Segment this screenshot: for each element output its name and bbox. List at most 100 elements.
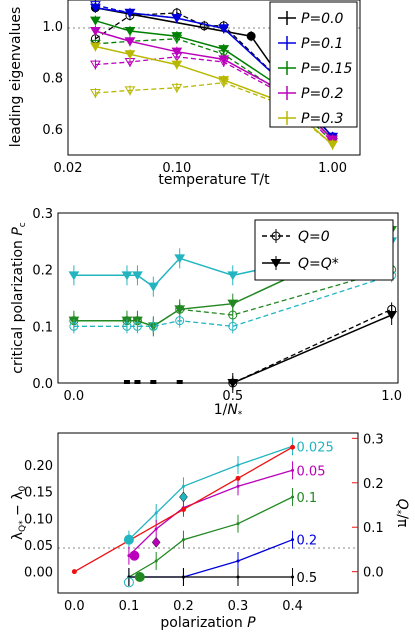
data-point [90,42,101,52]
data-point-open [171,83,183,93]
data-point [236,575,240,579]
data-point [180,506,186,512]
x-tick-label: 0.2 [173,599,194,614]
data-point [236,484,240,488]
data-point [181,538,185,542]
y-axis-label: critical polarization Pc [10,222,28,374]
data-point [236,559,240,563]
x-axis-label: 1/N* [214,402,243,420]
series-label: 0.05 [297,464,326,479]
data-point [171,47,183,57]
data-point [171,60,183,70]
data-point-open [90,60,101,70]
legend-label: P=0.1 [301,36,343,52]
highlight-point [134,572,145,582]
data-point [291,468,295,472]
legend-marker [271,231,281,241]
data-point-open [122,321,132,331]
y-tick-label: 0.05 [24,539,53,554]
y-tick-label: 0.20 [24,459,53,474]
axes-frame [67,0,361,156]
y-tick-label: 0.8 [42,72,63,87]
y2-tick-label: 0.0 [363,566,384,581]
data-point [218,24,230,34]
legend-box [269,1,358,128]
data-point [124,8,136,18]
data-point [386,311,398,320]
x-tick-label: 0.4 [282,599,303,614]
diamond-marker [179,491,188,503]
data-point [147,282,159,292]
data-point [218,55,230,65]
data-point [327,140,338,150]
y-tick-label: 0.00 [24,566,53,581]
x-tick-label: 1.0 [381,389,402,404]
data-point [236,463,240,467]
data-point [154,559,158,563]
zero-marker [123,380,130,384]
right-axis-label: Q*/π [392,499,410,528]
x-axis-label: polarization P [160,615,256,631]
y-axis-label: leading eigenvalues [8,7,24,147]
data-point [181,575,185,579]
y-tick-label: 0.6 [42,123,63,138]
data-point [218,76,230,86]
y-tick-label: 0.15 [24,486,53,501]
data-point-open [69,321,79,331]
data-point-open [148,321,158,331]
x-tick-label: 0.02 [54,161,83,176]
y-tick-label: 0.1 [32,320,53,335]
legend-label: Q=0 [298,229,330,245]
x-tick-label: 0.0 [64,389,85,404]
data-point [227,271,239,281]
data-point [171,32,183,42]
zero-marker [134,380,141,384]
data-point [290,444,296,450]
data-point [71,569,77,575]
data-point [90,16,101,26]
series-line [128,496,293,578]
data-point-open [199,21,209,31]
x-tick-label: 1.00 [318,161,347,176]
y-tick-label: 0.2 [32,264,53,279]
data-point [236,522,240,526]
data-point [174,305,186,315]
legend-box [254,219,394,281]
highlight-point [129,550,140,561]
legend: P=0.0 P=0.1 P=0.15 P=0.2 P=0.3 [269,1,358,128]
y-tick-label: 1.0 [42,20,63,35]
data-point [218,45,230,55]
legend: Q=0 Q=Q* [254,219,394,281]
legend-label: P=0.2 [301,86,344,102]
legend-label: P=0.0 [301,11,344,27]
legend-label: P=0.3 [301,111,343,127]
series-line [128,445,293,541]
highlight-point [123,534,134,545]
data-point-open [132,321,142,331]
data-point [235,475,241,481]
x-tick-label: 0.5 [222,389,243,404]
data-point [90,3,101,13]
legend-label: Q=Q* [298,256,339,272]
axes-frame [57,212,399,384]
panel-eigenvalues: 0.02 0.10 1.00 0.6 0.8 1.0 temperature T/t le… [8,0,361,188]
data-point [154,527,158,531]
data-point [246,31,256,41]
series-dashed-line [232,308,392,384]
y-tick-label: 0.3 [32,207,53,222]
zero-marker [176,380,183,384]
data-point-open [175,316,185,326]
series-dashed-line [95,82,334,146]
data-point-open [90,89,101,98]
highlight-point [123,577,134,588]
panel-energy-gap: 0.025 0.05 0.1 0.2 0.5 0.0 0.1 0.2 0.3 0.4 0.00 0.… [10,432,410,631]
x-axis-label: temperature T/t [158,172,270,188]
y2-tick-label: 0.1 [363,521,384,536]
x-tick-label: 0.10 [162,161,191,176]
data-point [90,27,101,36]
data-point [291,495,295,499]
axes-frame [57,432,359,594]
series-label: 0.025 [297,440,334,455]
data-point [291,538,295,542]
